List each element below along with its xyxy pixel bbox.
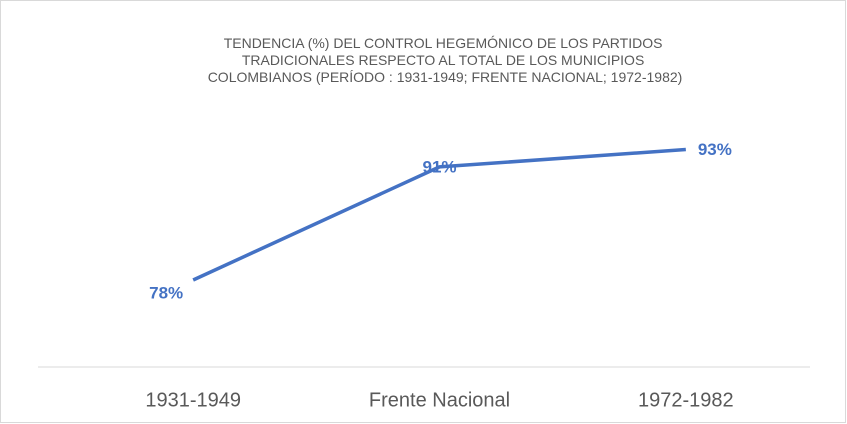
data-label: 91% (422, 157, 456, 176)
x-tick-label: 1931-1949 (145, 389, 241, 411)
data-line (192, 147, 686, 282)
x-tick-label: 1972-1982 (638, 389, 734, 411)
x-tick-label: Frente Nacional (369, 389, 510, 411)
chart-title: TENDENCIA (%) DEL CONTROL HEGEMÓNICO DE … (208, 35, 683, 85)
title-line: COLOMBIANOS (PERÍODO : 1931-1949; FRENTE… (208, 69, 683, 85)
title-line: TENDENCIA (%) DEL CONTROL HEGEMÓNICO DE … (224, 35, 663, 51)
data-label: 93% (698, 140, 732, 159)
data-label: 78% (149, 283, 183, 302)
title-line: TRADICIONALES RESPECTO AL TOTAL DE LOS M… (242, 52, 644, 68)
